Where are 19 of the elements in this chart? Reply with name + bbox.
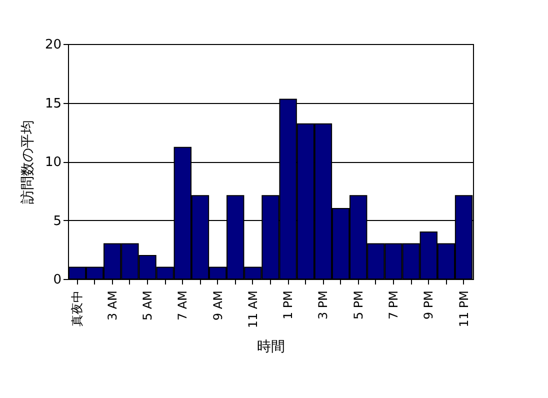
- x-tick-label: 3 PM: [316, 290, 330, 320]
- x-tick-label: 7 AM: [176, 290, 190, 321]
- x-tick-label: 9 AM: [210, 290, 225, 321]
- x-axis-title: 時間: [257, 339, 285, 356]
- x-tick-label: 11 PM: [456, 290, 471, 328]
- y-tick-label: 10: [44, 155, 62, 170]
- y-axis-title: 訪問数の平均: [20, 120, 36, 204]
- y-tick-label: 5: [53, 214, 62, 229]
- y-tick-label: 15: [44, 96, 62, 112]
- x-tick-label: 3 AM: [105, 290, 120, 321]
- x-tick-label: 5 AM: [140, 290, 155, 321]
- x-tick-label: 真夜中: [70, 290, 84, 326]
- y-tick-label: 0: [53, 272, 62, 288]
- x-tick-label: 7 PM: [386, 290, 400, 320]
- y-tick-label: 20: [44, 38, 62, 52]
- x-tick-label: 11 AM: [246, 290, 260, 328]
- x-tick-label: 5 PM: [351, 290, 366, 320]
- x-tick-label: 1 PM: [281, 290, 296, 320]
- x-tick-label: 9 PM: [422, 290, 436, 320]
